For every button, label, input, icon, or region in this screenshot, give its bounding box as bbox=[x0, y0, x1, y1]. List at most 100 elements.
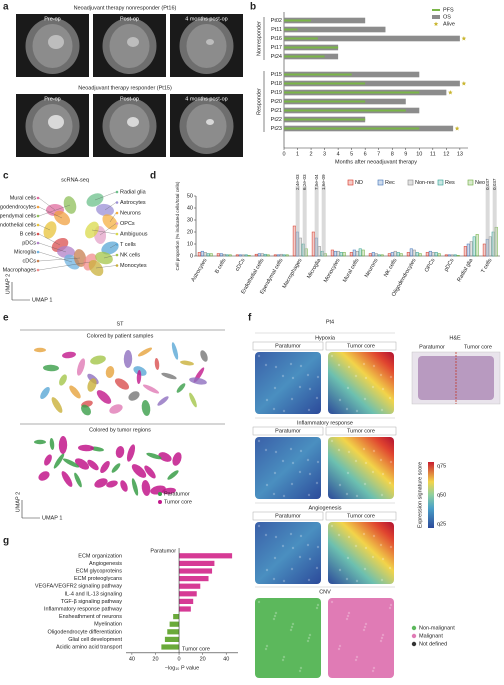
spot-texture bbox=[298, 555, 302, 559]
spot-texture bbox=[338, 483, 342, 487]
spot-cluster bbox=[136, 370, 142, 384]
spot-texture bbox=[363, 482, 367, 486]
label-dot bbox=[36, 268, 40, 272]
spot-cluster bbox=[76, 358, 86, 376]
spot-texture bbox=[371, 555, 375, 559]
significance-bar bbox=[321, 186, 326, 256]
cell-type-label: Macrophages bbox=[3, 267, 37, 273]
bar bbox=[409, 248, 413, 257]
spot-texture bbox=[316, 603, 320, 607]
bar bbox=[225, 254, 229, 257]
label-dot bbox=[115, 211, 119, 215]
bar bbox=[219, 253, 223, 257]
label-dot bbox=[115, 201, 119, 204]
spot-texture bbox=[364, 622, 368, 626]
bar bbox=[228, 254, 232, 257]
bar bbox=[254, 253, 258, 257]
x-tick-label: Mural cells bbox=[342, 258, 360, 284]
spot-cluster bbox=[180, 360, 194, 366]
spot-cluster bbox=[69, 385, 81, 399]
bar bbox=[292, 225, 296, 257]
bar bbox=[179, 591, 197, 597]
spot-texture bbox=[371, 470, 375, 474]
legend-dot bbox=[411, 633, 417, 639]
spatial-map bbox=[328, 352, 394, 414]
leader-line bbox=[38, 233, 61, 246]
spot-texture bbox=[289, 532, 293, 536]
spot-texture bbox=[389, 545, 393, 549]
spot-texture bbox=[345, 407, 349, 411]
bar bbox=[257, 253, 261, 257]
spot-cluster bbox=[141, 400, 151, 416]
spot-texture bbox=[346, 614, 350, 618]
spot-texture bbox=[337, 448, 341, 452]
bar bbox=[282, 254, 286, 257]
x-tick-label: 13 bbox=[457, 151, 463, 157]
spot-texture bbox=[272, 407, 276, 411]
legend-label: ND bbox=[355, 180, 363, 186]
y-tick-label: 50 bbox=[187, 193, 193, 199]
label-dot bbox=[36, 241, 40, 245]
bar bbox=[472, 236, 476, 257]
x-tick-label: Neurons bbox=[364, 258, 380, 279]
spot-texture bbox=[347, 450, 351, 454]
legend-label: Rec bbox=[385, 180, 395, 186]
spatial-map bbox=[255, 522, 321, 584]
spot-texture bbox=[315, 606, 319, 610]
bar bbox=[273, 254, 277, 257]
region-label: Paratumor bbox=[275, 428, 301, 434]
axis-label: UMAP 1 bbox=[32, 297, 52, 303]
lesion bbox=[48, 115, 64, 129]
spot-cluster bbox=[123, 350, 133, 368]
spot-texture bbox=[315, 481, 319, 485]
lesion bbox=[206, 119, 214, 125]
legend-label: Non-malignant bbox=[419, 625, 455, 631]
significance-bar bbox=[492, 186, 497, 256]
spot-texture bbox=[371, 385, 375, 389]
cell-type-label: Ambiguous bbox=[120, 231, 148, 237]
bar bbox=[450, 254, 454, 257]
lesion bbox=[48, 35, 64, 49]
spot-cluster bbox=[109, 404, 123, 414]
legend-swatch bbox=[407, 179, 414, 186]
spot-texture bbox=[345, 617, 349, 621]
lesion bbox=[206, 39, 214, 45]
p-value: 2.4e-03 bbox=[295, 174, 300, 190]
bar bbox=[380, 254, 384, 257]
spot-texture bbox=[290, 567, 294, 571]
label-dot bbox=[115, 243, 119, 246]
spot-cluster bbox=[150, 485, 166, 495]
y-tick-label: Angiogenesis bbox=[89, 561, 122, 567]
spot-cluster bbox=[74, 458, 90, 470]
axis-label: UMAP 1 bbox=[42, 515, 62, 521]
spot-texture bbox=[257, 600, 261, 604]
cell-type-label: Ependymal cells bbox=[0, 213, 36, 219]
y-tick-label: Pt23 bbox=[271, 126, 282, 132]
leader-line bbox=[94, 191, 117, 201]
x-tick-label: 4 bbox=[337, 151, 340, 157]
os-bar bbox=[284, 26, 386, 33]
x-axis-label: −log₁₀ P value bbox=[165, 665, 199, 671]
significance-bar bbox=[302, 186, 307, 256]
legend-label: Non-res bbox=[415, 180, 435, 186]
y-tick-label: Inflammatory response pathway bbox=[44, 606, 122, 612]
spot-cluster bbox=[87, 459, 99, 471]
cell-type-label: pDCs bbox=[22, 240, 36, 246]
spot-texture bbox=[372, 534, 376, 538]
spot-cluster bbox=[137, 347, 153, 357]
spot-texture bbox=[355, 409, 359, 413]
spot-texture bbox=[347, 535, 351, 539]
bar bbox=[371, 252, 375, 257]
spot-texture bbox=[388, 566, 392, 570]
spot-texture bbox=[381, 387, 385, 391]
bar bbox=[434, 252, 438, 257]
cell-type-label: Oligodendrocytes bbox=[0, 204, 36, 210]
spot-cluster bbox=[40, 386, 50, 400]
leader-line bbox=[95, 265, 117, 269]
y-tick-label: Pt21 bbox=[271, 108, 282, 114]
spot-texture bbox=[362, 532, 366, 536]
spot-texture bbox=[338, 568, 342, 572]
spot-texture bbox=[347, 365, 351, 369]
label-dot bbox=[36, 205, 40, 209]
spot-texture bbox=[289, 628, 293, 632]
